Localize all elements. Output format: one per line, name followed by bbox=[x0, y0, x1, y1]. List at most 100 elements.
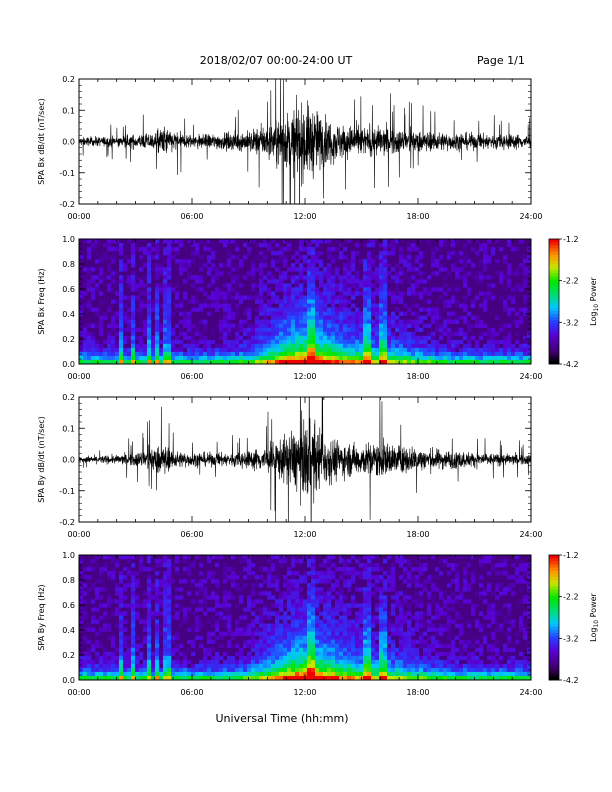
heatmap-cell bbox=[235, 275, 240, 280]
heatmap-cell bbox=[343, 675, 348, 681]
heatmap-cell bbox=[299, 311, 304, 316]
heatmap-cell bbox=[147, 255, 152, 260]
heatmap-cell bbox=[499, 327, 504, 333]
heatmap-cell bbox=[459, 651, 464, 657]
heatmap-cell bbox=[175, 339, 180, 345]
heatmap-cell bbox=[283, 627, 288, 632]
heatmap-cell bbox=[527, 263, 532, 268]
heatmap-cell bbox=[383, 583, 388, 588]
heatmap-cell bbox=[355, 339, 360, 345]
heatmap-cell bbox=[519, 355, 524, 361]
heatmap-cell bbox=[255, 255, 260, 260]
y-tick-label: 1.0 bbox=[62, 235, 75, 244]
heatmap-cell bbox=[407, 611, 412, 616]
heatmap-cell bbox=[287, 675, 292, 681]
heatmap-cell bbox=[463, 255, 468, 260]
heatmap-cell bbox=[259, 607, 264, 612]
heatmap-cell bbox=[95, 243, 100, 248]
heatmap-cell bbox=[91, 667, 96, 673]
heatmap-cell bbox=[443, 331, 448, 337]
heatmap-cell bbox=[119, 595, 124, 600]
heatmap-cell bbox=[407, 279, 412, 284]
heatmap-cell bbox=[111, 643, 116, 649]
heatmap-cell bbox=[391, 315, 396, 320]
heatmap-cell bbox=[403, 599, 408, 604]
heatmap-cell bbox=[235, 335, 240, 341]
heatmap-cell bbox=[491, 347, 496, 353]
heatmap-cell bbox=[323, 295, 328, 300]
heatmap-cell bbox=[231, 239, 236, 244]
heatmap-cell bbox=[383, 335, 388, 341]
heatmap-cell bbox=[339, 635, 344, 640]
heatmap-cell bbox=[303, 287, 308, 292]
heatmap-cell bbox=[331, 635, 336, 640]
heatmap-cell bbox=[163, 291, 168, 296]
heatmap-cell bbox=[339, 347, 344, 353]
heatmap-cell bbox=[407, 663, 412, 669]
heatmap-cell bbox=[383, 647, 388, 653]
heatmap-cell bbox=[455, 359, 460, 365]
heatmap-cell bbox=[291, 275, 296, 280]
heatmap-cell bbox=[439, 335, 444, 341]
heatmap-cell bbox=[379, 335, 384, 341]
heatmap-cell bbox=[391, 359, 396, 365]
heatmap-cell bbox=[259, 335, 264, 341]
heatmap-cell bbox=[411, 647, 416, 653]
heatmap-cell bbox=[295, 631, 300, 636]
heatmap-cell bbox=[279, 631, 284, 636]
heatmap-cell bbox=[299, 295, 304, 300]
heatmap-cell bbox=[355, 355, 360, 361]
heatmap-cell bbox=[391, 239, 396, 244]
heatmap-cell bbox=[243, 331, 248, 337]
heatmap-cell bbox=[419, 351, 424, 357]
heatmap-cell bbox=[227, 663, 232, 669]
heatmap-cell bbox=[419, 275, 424, 280]
heatmap-cell bbox=[107, 339, 112, 345]
heatmap-cell bbox=[263, 611, 268, 616]
heatmap-cell bbox=[207, 303, 212, 308]
heatmap-cell bbox=[131, 615, 136, 620]
heatmap-cell bbox=[147, 335, 152, 341]
heatmap-cell bbox=[95, 659, 100, 665]
heatmap-cell bbox=[211, 595, 216, 600]
heatmap-cell bbox=[131, 351, 136, 357]
heatmap-cell bbox=[131, 579, 136, 584]
heatmap-cell bbox=[479, 335, 484, 341]
heatmap-cell bbox=[227, 675, 232, 681]
heatmap-cell bbox=[331, 615, 336, 620]
heatmap-cell bbox=[171, 339, 176, 345]
heatmap-cell bbox=[311, 635, 316, 640]
heatmap-cell bbox=[375, 575, 380, 580]
heatmap-cell bbox=[91, 335, 96, 341]
heatmap-cell bbox=[279, 311, 284, 316]
heatmap-cell bbox=[207, 595, 212, 600]
heatmap-cell bbox=[91, 663, 96, 669]
heatmap-cell bbox=[299, 287, 304, 292]
heatmap-cell bbox=[367, 339, 372, 345]
heatmap-cell bbox=[147, 615, 152, 620]
heatmap-cell bbox=[255, 339, 260, 345]
heatmap-cell bbox=[295, 635, 300, 640]
heatmap-cell bbox=[447, 271, 452, 276]
heatmap-cell bbox=[451, 675, 456, 681]
heatmap-cell bbox=[127, 675, 132, 681]
heatmap-cell bbox=[243, 559, 248, 564]
heatmap-cell bbox=[359, 587, 364, 592]
heatmap-cell bbox=[399, 627, 404, 632]
heatmap-cell bbox=[427, 663, 432, 669]
heatmap-cell bbox=[127, 663, 132, 669]
heatmap-cell bbox=[339, 555, 344, 560]
heatmap-cell bbox=[143, 319, 148, 324]
heatmap-cell bbox=[391, 575, 396, 580]
heatmap-cell bbox=[99, 655, 104, 661]
heatmap-cell bbox=[463, 619, 468, 624]
heatmap-cell bbox=[159, 583, 164, 588]
series-line bbox=[79, 397, 531, 522]
heatmap-cell bbox=[303, 311, 308, 316]
heatmap-cell bbox=[483, 295, 488, 300]
heatmap-cell bbox=[351, 303, 356, 308]
heatmap-cell bbox=[315, 347, 320, 353]
heatmap-cell bbox=[311, 319, 316, 324]
heatmap-cell bbox=[419, 271, 424, 276]
heatmap-cell bbox=[327, 283, 332, 288]
